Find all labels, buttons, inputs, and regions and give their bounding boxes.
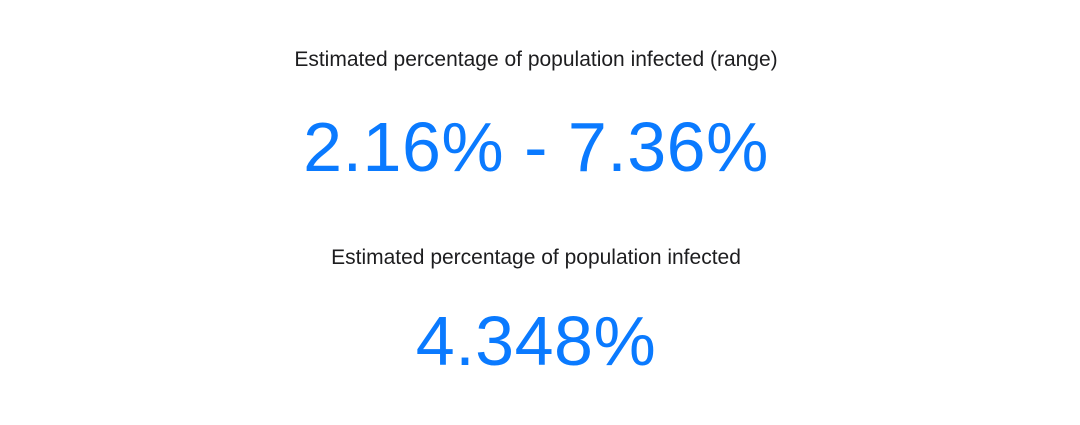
point-estimate-value: 4.348% <box>415 302 657 380</box>
point-estimate-label: Estimated percentage of population infec… <box>331 246 741 269</box>
range-estimate-label: Estimated percentage of population infec… <box>294 48 778 71</box>
range-estimate-card: Estimated percentage of population infec… <box>0 47 1072 187</box>
point-estimate-card: Estimated percentage of population infec… <box>0 245 1072 381</box>
range-estimate-value: 2.16% - 7.36% <box>303 108 769 186</box>
